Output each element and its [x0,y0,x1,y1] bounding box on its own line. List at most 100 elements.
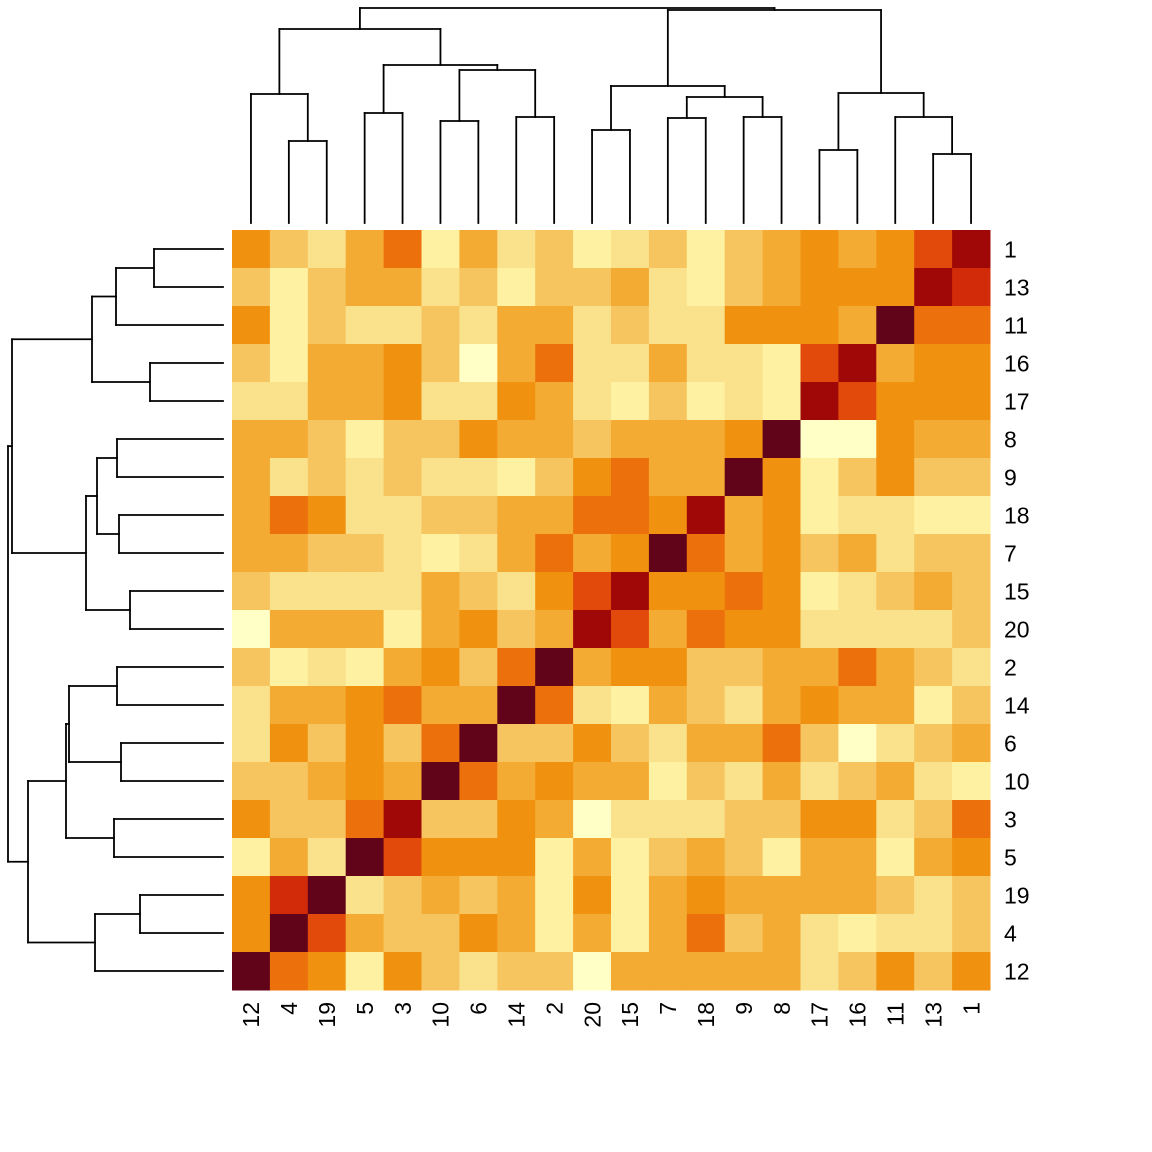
heatmap-cell [269,952,309,991]
heatmap-cell [383,230,422,269]
heatmap-cell [459,952,498,991]
heatmap-cell [459,914,498,953]
heatmap-cell [307,306,347,345]
heatmap-cell [421,800,460,839]
heatmap-cell [952,762,991,801]
col-label: 7 [655,1002,681,1015]
heatmap-cell [686,306,726,345]
heatmap-cell [497,496,536,535]
heatmap-cell [800,344,839,383]
heatmap-cell [535,306,574,345]
heatmap-cell [269,268,309,307]
heatmap-cell [269,382,309,421]
heatmap-cell [800,724,839,763]
heatmap-cell [914,648,953,687]
heatmap-cell [838,458,877,497]
heatmap-cell [459,572,498,611]
heatmap-cell [876,230,915,269]
heatmap-cell [307,762,347,801]
heatmap-cell [838,496,877,535]
heatmap-cell [762,268,801,307]
heatmap-cell [914,724,953,763]
col-label: 4 [276,1002,302,1015]
heatmap-cell [421,572,460,611]
heatmap-cell [838,306,877,345]
heatmap-cell [648,382,688,421]
heatmap-cell [269,648,309,687]
heatmap-cell [232,876,271,915]
heatmap-cell [232,496,271,535]
heatmap-cell [269,572,309,611]
heatmap-cell [497,876,536,915]
heatmap-cell [383,762,422,801]
heatmap-cell [800,648,839,687]
heatmap-cell [838,724,877,763]
heatmap-cell [535,458,574,497]
heatmap-cell [459,230,498,269]
col-label: 10 [428,1002,454,1028]
heatmap-cell [724,876,764,915]
heatmap-cell [269,458,309,497]
heatmap-cell [800,686,839,725]
col-label: 19 [314,1002,340,1028]
heatmap-cell [421,306,460,345]
heatmap-cell [762,724,801,763]
heatmap-cell [497,306,536,345]
heatmap-cell [611,838,650,877]
heatmap-cell [307,458,347,497]
row-label: 20 [1004,616,1030,642]
heatmap-cell [573,382,612,421]
heatmap-cell [459,648,498,687]
heatmap-cell [535,648,574,687]
row-label: 11 [1004,312,1028,338]
heatmap-cell [421,534,460,573]
heatmap-cell [535,344,574,383]
heatmap-cell [232,610,271,649]
heatmap-cell [497,686,536,725]
heatmap-cell [307,724,347,763]
heatmap-cell [838,534,877,573]
heatmap-cell [724,268,764,307]
col-label: 1 [958,1002,984,1015]
heatmap-cell [269,496,309,535]
heatmap-cell [345,724,385,763]
heatmap-cell [497,952,536,991]
heatmap-cell [573,534,612,573]
heatmap-cell [914,838,953,877]
heatmap-cell [269,230,309,269]
row-label: 3 [1004,806,1017,832]
heatmap-cell [611,496,650,535]
heatmap-cell [762,876,801,915]
heatmap-cell [914,268,953,307]
heatmap-cell [421,838,460,877]
heatmap-cell [914,534,953,573]
heatmap-cell [686,838,726,877]
heatmap-cell [383,648,422,687]
heatmap-cell [648,496,688,535]
heatmap-cell [648,420,688,459]
heatmap-cell [459,534,498,573]
heatmap-cell [269,610,309,649]
heatmap-cell [497,914,536,953]
heatmap-cell [497,648,536,687]
heatmap-cell [800,496,839,535]
heatmap-cell [459,382,498,421]
heatmap-cell [762,800,801,839]
heatmap-cell [269,914,309,953]
heatmap-cell [307,344,347,383]
heatmap-cell [838,686,877,725]
heatmap-cell [876,876,915,915]
heatmap-cell [762,572,801,611]
heatmap-cell [307,268,347,307]
heatmap-cell [497,230,536,269]
heatmap-cell [421,876,460,915]
heatmap-cell [876,496,915,535]
heatmap-cell [497,572,536,611]
heatmap-cell [535,838,574,877]
col-label: 20 [579,1002,605,1028]
heatmap-cell [800,952,839,991]
heatmap-cell [269,344,309,383]
heatmap-cell [535,952,574,991]
heatmap-cell [535,496,574,535]
